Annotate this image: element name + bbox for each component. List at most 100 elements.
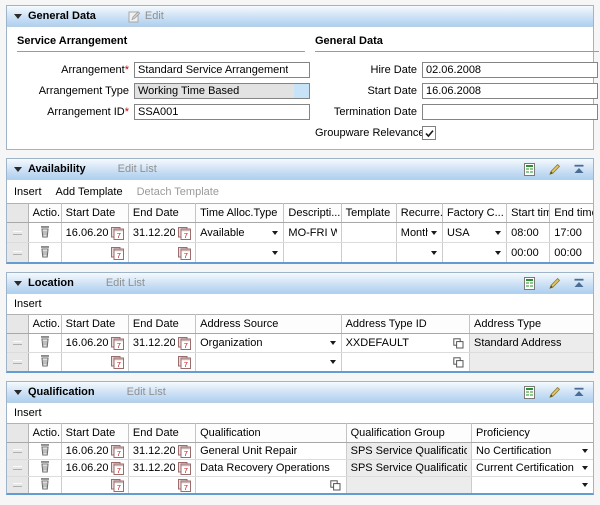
date-picker-icon[interactable]	[111, 445, 124, 458]
start-time-cell[interactable]: 08:00	[506, 222, 551, 243]
personalize-pencil-icon[interactable]	[548, 386, 561, 399]
export-spreadsheet-icon[interactable]	[523, 277, 536, 290]
row-selector[interactable]	[7, 459, 29, 477]
date-picker-icon[interactable]	[178, 445, 191, 458]
row-selector[interactable]	[7, 242, 29, 262]
column-header-proficiency[interactable]: Proficiency	[471, 423, 593, 443]
value-help-icon[interactable]	[453, 357, 464, 368]
dropdown-arrow-icon[interactable]	[582, 466, 588, 470]
column-header-address-type[interactable]: Address Type	[469, 314, 593, 334]
edit-list-button[interactable]: Edit List	[117, 163, 157, 175]
end-date-cell[interactable]: 31.12.2009	[128, 442, 197, 460]
collapse-triangle-icon[interactable]	[14, 166, 22, 172]
dropdown-arrow-icon[interactable]	[329, 360, 336, 364]
date-picker-icon[interactable]	[111, 356, 124, 369]
start-date-cell[interactable]: 16.06.2008	[61, 222, 129, 243]
column-header-action[interactable]: Actio...	[28, 423, 62, 443]
date-picker-icon[interactable]	[111, 462, 124, 475]
personalize-pencil-icon[interactable]	[548, 277, 561, 290]
edit-list-button[interactable]: Edit List	[126, 386, 166, 398]
collapse-tray-icon[interactable]	[573, 386, 585, 398]
column-header-end-date[interactable]: End Date	[128, 423, 197, 443]
row-selector[interactable]	[7, 442, 29, 460]
column-header-end-date[interactable]: End Date	[128, 203, 197, 223]
value-help-icon[interactable]	[453, 338, 464, 349]
column-header-start-date[interactable]: Start Date	[61, 423, 129, 443]
delete-row-icon[interactable]	[39, 460, 51, 476]
column-header-action[interactable]: Actio...	[28, 203, 62, 223]
end-time-cell[interactable]: 17:00	[549, 222, 593, 243]
end-date-cell[interactable]: 31.12.2009	[128, 459, 197, 477]
personalize-pencil-icon[interactable]	[548, 163, 561, 176]
end-date-cell[interactable]	[128, 476, 197, 493]
dropdown-arrow-icon[interactable]	[272, 230, 279, 235]
end-time-cell[interactable]: 00:00	[549, 242, 593, 262]
date-picker-icon[interactable]	[178, 479, 191, 492]
start-time-cell[interactable]: 00:00	[506, 242, 551, 262]
collapse-tray-icon[interactable]	[573, 277, 585, 289]
insert-button[interactable]: Insert	[14, 407, 42, 419]
collapse-triangle-icon[interactable]	[14, 13, 22, 19]
column-header-template[interactable]: Template	[341, 203, 397, 223]
date-picker-icon[interactable]	[178, 462, 191, 475]
arrangement-input[interactable]: Standard Service Arrangement	[134, 62, 310, 78]
dropdown-arrow-icon[interactable]	[430, 250, 437, 255]
end-date-cell[interactable]: 31.12.2009	[128, 333, 197, 353]
dropdown-arrow-icon[interactable]	[495, 230, 502, 235]
edit-button[interactable]: Edit	[128, 10, 164, 23]
dropdown-arrow-icon[interactable]	[582, 483, 588, 487]
delete-row-icon[interactable]	[39, 443, 51, 459]
address-type-id-cell[interactable]	[341, 352, 471, 371]
start-date-cell[interactable]	[61, 352, 129, 371]
start-date-cell[interactable]: 16.06.2008	[61, 459, 129, 477]
column-header-start-time[interactable]: Start time	[506, 203, 551, 223]
column-header-description[interactable]: Descripti...	[283, 203, 342, 223]
factory-calendar-cell[interactable]	[442, 242, 508, 262]
date-picker-icon[interactable]	[111, 479, 124, 492]
select-all-header[interactable]	[7, 203, 29, 223]
column-header-action[interactable]: Actio...	[28, 314, 62, 334]
dropdown-arrow-icon[interactable]	[430, 230, 437, 235]
end-date-cell[interactable]	[128, 352, 197, 371]
column-header-qualification[interactable]: Qualification	[195, 423, 347, 443]
row-selector[interactable]	[7, 222, 29, 243]
delete-row-icon[interactable]	[39, 477, 51, 493]
start-date-cell[interactable]	[61, 242, 129, 262]
column-header-start-date[interactable]: Start Date	[61, 203, 129, 223]
column-header-qualification-group[interactable]: Qualification Group	[346, 423, 473, 443]
collapse-triangle-icon[interactable]	[14, 389, 22, 395]
address-source-cell[interactable]	[195, 352, 342, 371]
dropdown-arrow-icon[interactable]	[329, 341, 336, 345]
date-picker-icon[interactable]	[111, 247, 124, 260]
date-picker-icon[interactable]	[178, 247, 191, 260]
proficiency-cell[interactable]	[471, 476, 593, 493]
factory-calendar-cell[interactable]: USA	[442, 222, 508, 243]
column-header-factory-calendar[interactable]: Factory C...	[442, 203, 508, 223]
select-all-header[interactable]	[7, 423, 29, 443]
dropdown-arrow-icon[interactable]	[495, 250, 502, 255]
insert-button[interactable]: Insert	[14, 298, 42, 310]
insert-button[interactable]: Insert	[14, 185, 42, 198]
column-header-start-date[interactable]: Start Date	[61, 314, 129, 334]
address-type-id-cell[interactable]: XXDEFAULT	[341, 333, 471, 353]
proficiency-cell[interactable]: Current Certification	[471, 459, 593, 477]
date-picker-icon[interactable]	[111, 227, 124, 240]
column-header-time-alloc-type[interactable]: Time Alloc.Type	[195, 203, 285, 223]
delete-row-icon[interactable]	[39, 335, 51, 351]
delete-row-icon[interactable]	[39, 354, 51, 370]
delete-row-icon[interactable]	[39, 225, 51, 241]
export-spreadsheet-icon[interactable]	[523, 386, 536, 399]
select-all-header[interactable]	[7, 314, 29, 334]
start-date-cell[interactable]: 16.06.2008	[61, 333, 129, 353]
delete-row-icon[interactable]	[39, 245, 51, 261]
recurrence-cell[interactable]: Monthly	[396, 222, 443, 243]
row-selector[interactable]	[7, 352, 29, 371]
time-alloc-type-cell[interactable]	[195, 242, 285, 262]
column-header-end-date[interactable]: End Date	[128, 314, 197, 334]
row-selector[interactable]	[7, 333, 29, 353]
column-header-recurrence[interactable]: Recurre...	[396, 203, 443, 223]
column-header-end-time[interactable]: End time	[549, 203, 593, 223]
end-date-cell[interactable]	[128, 242, 197, 262]
date-picker-icon[interactable]	[178, 356, 191, 369]
row-selector[interactable]	[7, 476, 29, 493]
